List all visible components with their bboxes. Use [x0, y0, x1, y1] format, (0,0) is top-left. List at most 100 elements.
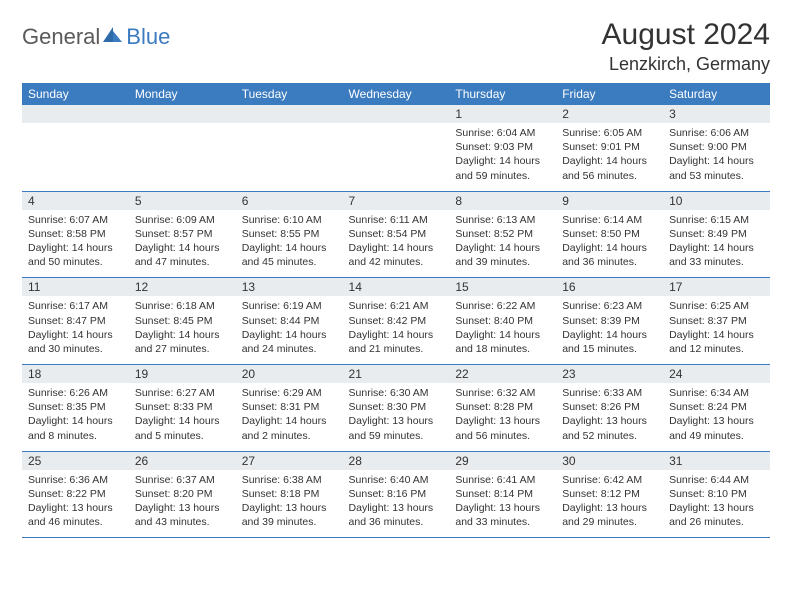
- day-number-cell: 18: [22, 365, 129, 383]
- day-number-cell: 29: [449, 452, 556, 470]
- day-info-cell: Sunrise: 6:18 AMSunset: 8:45 PMDaylight:…: [129, 296, 236, 364]
- day-info-cell: Sunrise: 6:29 AMSunset: 8:31 PMDaylight:…: [236, 383, 343, 451]
- day-number-cell: 13: [236, 278, 343, 296]
- week-separator: [22, 538, 770, 539]
- day-info-cell: Sunrise: 6:21 AMSunset: 8:42 PMDaylight:…: [343, 296, 450, 364]
- day-info-cell: Sunrise: 6:38 AMSunset: 8:18 PMDaylight:…: [236, 470, 343, 538]
- day-number-cell: [22, 105, 129, 123]
- day-info-cell: Sunrise: 6:09 AMSunset: 8:57 PMDaylight:…: [129, 210, 236, 278]
- day-number-cell: 12: [129, 278, 236, 296]
- daynum-row: 25262728293031: [22, 452, 770, 470]
- dayname-tue: Tuesday: [236, 83, 343, 105]
- day-number-cell: 6: [236, 192, 343, 210]
- dayname-sun: Sunday: [22, 83, 129, 105]
- day-number-cell: 25: [22, 452, 129, 470]
- brand-right: Blue: [126, 24, 170, 50]
- day-info-cell: Sunrise: 6:25 AMSunset: 8:37 PMDaylight:…: [663, 296, 770, 364]
- day-number-cell: 15: [449, 278, 556, 296]
- day-number-cell: 31: [663, 452, 770, 470]
- month-title: August 2024: [602, 18, 770, 52]
- location: Lenzkirch, Germany: [602, 54, 770, 75]
- day-number-cell: 11: [22, 278, 129, 296]
- day-number-cell: [343, 105, 450, 123]
- day-info-cell: Sunrise: 6:40 AMSunset: 8:16 PMDaylight:…: [343, 470, 450, 538]
- day-number-cell: 16: [556, 278, 663, 296]
- day-info-cell: Sunrise: 6:10 AMSunset: 8:55 PMDaylight:…: [236, 210, 343, 278]
- day-number-cell: 28: [343, 452, 450, 470]
- calendar-table: Sunday Monday Tuesday Wednesday Thursday…: [22, 83, 770, 538]
- day-number-cell: 21: [343, 365, 450, 383]
- daynum-row: 123: [22, 105, 770, 123]
- day-info-cell: Sunrise: 6:44 AMSunset: 8:10 PMDaylight:…: [663, 470, 770, 538]
- header: General Blue August 2024 Lenzkirch, Germ…: [22, 18, 770, 75]
- day-info-cell: Sunrise: 6:32 AMSunset: 8:28 PMDaylight:…: [449, 383, 556, 451]
- day-info-cell: Sunrise: 6:41 AMSunset: 8:14 PMDaylight:…: [449, 470, 556, 538]
- day-number-cell: 27: [236, 452, 343, 470]
- day-number-cell: 23: [556, 365, 663, 383]
- day-info-cell: Sunrise: 6:17 AMSunset: 8:47 PMDaylight:…: [22, 296, 129, 364]
- brand-logo: General Blue: [22, 18, 170, 50]
- day-info-cell: Sunrise: 6:37 AMSunset: 8:20 PMDaylight:…: [129, 470, 236, 538]
- day-number-cell: 30: [556, 452, 663, 470]
- day-info-cell: Sunrise: 6:34 AMSunset: 8:24 PMDaylight:…: [663, 383, 770, 451]
- day-info-cell: Sunrise: 6:30 AMSunset: 8:30 PMDaylight:…: [343, 383, 450, 451]
- day-info-cell: [343, 123, 450, 191]
- day-info-cell: Sunrise: 6:22 AMSunset: 8:40 PMDaylight:…: [449, 296, 556, 364]
- day-number-cell: 7: [343, 192, 450, 210]
- day-number-cell: [129, 105, 236, 123]
- day-number-cell: 1: [449, 105, 556, 123]
- day-number-cell: 8: [449, 192, 556, 210]
- day-info-cell: Sunrise: 6:27 AMSunset: 8:33 PMDaylight:…: [129, 383, 236, 451]
- day-number-cell: 10: [663, 192, 770, 210]
- day-info-cell: Sunrise: 6:23 AMSunset: 8:39 PMDaylight:…: [556, 296, 663, 364]
- day-info-cell: Sunrise: 6:33 AMSunset: 8:26 PMDaylight:…: [556, 383, 663, 451]
- dayname-thu: Thursday: [449, 83, 556, 105]
- info-row: Sunrise: 6:07 AMSunset: 8:58 PMDaylight:…: [22, 210, 770, 278]
- day-number-cell: 4: [22, 192, 129, 210]
- dayname-sat: Saturday: [663, 83, 770, 105]
- dayname-wed: Wednesday: [343, 83, 450, 105]
- day-number-cell: 20: [236, 365, 343, 383]
- day-info-cell: Sunrise: 6:13 AMSunset: 8:52 PMDaylight:…: [449, 210, 556, 278]
- info-row: Sunrise: 6:36 AMSunset: 8:22 PMDaylight:…: [22, 470, 770, 538]
- info-row: Sunrise: 6:04 AMSunset: 9:03 PMDaylight:…: [22, 123, 770, 191]
- day-number-cell: 24: [663, 365, 770, 383]
- brand-left: General: [22, 24, 100, 50]
- day-number-cell: 22: [449, 365, 556, 383]
- day-number-cell: 3: [663, 105, 770, 123]
- day-info-cell: Sunrise: 6:11 AMSunset: 8:54 PMDaylight:…: [343, 210, 450, 278]
- calendar-body: 123Sunrise: 6:04 AMSunset: 9:03 PMDaylig…: [22, 105, 770, 538]
- day-info-cell: Sunrise: 6:36 AMSunset: 8:22 PMDaylight:…: [22, 470, 129, 538]
- day-header-row: Sunday Monday Tuesday Wednesday Thursday…: [22, 83, 770, 105]
- dayname-fri: Friday: [556, 83, 663, 105]
- calendar-page: General Blue August 2024 Lenzkirch, Germ…: [0, 0, 792, 556]
- dayname-mon: Monday: [129, 83, 236, 105]
- day-info-cell: Sunrise: 6:05 AMSunset: 9:01 PMDaylight:…: [556, 123, 663, 191]
- daynum-row: 11121314151617: [22, 278, 770, 296]
- day-number-cell: 19: [129, 365, 236, 383]
- day-info-cell: Sunrise: 6:06 AMSunset: 9:00 PMDaylight:…: [663, 123, 770, 191]
- day-info-cell: Sunrise: 6:07 AMSunset: 8:58 PMDaylight:…: [22, 210, 129, 278]
- day-info-cell: Sunrise: 6:14 AMSunset: 8:50 PMDaylight:…: [556, 210, 663, 278]
- day-number-cell: 9: [556, 192, 663, 210]
- title-block: August 2024 Lenzkirch, Germany: [602, 18, 770, 75]
- day-number-cell: 26: [129, 452, 236, 470]
- daynum-row: 45678910: [22, 192, 770, 210]
- day-number-cell: 14: [343, 278, 450, 296]
- day-info-cell: [236, 123, 343, 191]
- day-info-cell: Sunrise: 6:15 AMSunset: 8:49 PMDaylight:…: [663, 210, 770, 278]
- day-info-cell: [129, 123, 236, 191]
- flag-icon: [102, 26, 124, 49]
- daynum-row: 18192021222324: [22, 365, 770, 383]
- day-number-cell: 2: [556, 105, 663, 123]
- day-info-cell: [22, 123, 129, 191]
- day-info-cell: Sunrise: 6:26 AMSunset: 8:35 PMDaylight:…: [22, 383, 129, 451]
- day-number-cell: 17: [663, 278, 770, 296]
- day-number-cell: 5: [129, 192, 236, 210]
- info-row: Sunrise: 6:26 AMSunset: 8:35 PMDaylight:…: [22, 383, 770, 451]
- day-info-cell: Sunrise: 6:04 AMSunset: 9:03 PMDaylight:…: [449, 123, 556, 191]
- day-info-cell: Sunrise: 6:19 AMSunset: 8:44 PMDaylight:…: [236, 296, 343, 364]
- info-row: Sunrise: 6:17 AMSunset: 8:47 PMDaylight:…: [22, 296, 770, 364]
- day-number-cell: [236, 105, 343, 123]
- day-info-cell: Sunrise: 6:42 AMSunset: 8:12 PMDaylight:…: [556, 470, 663, 538]
